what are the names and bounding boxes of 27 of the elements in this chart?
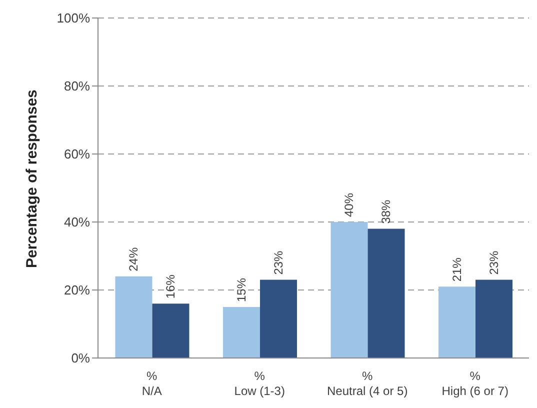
y-tick-label: 100%: [56, 10, 90, 26]
bar: [330, 222, 368, 358]
bar: [260, 280, 297, 358]
y-tick-label: 40%: [64, 214, 90, 230]
data-label: 40%: [342, 192, 356, 217]
y-tick-label: 60%: [64, 146, 90, 162]
data-label: 38%: [379, 199, 394, 224]
data-label: 23%: [486, 250, 501, 275]
x-tick-label: % High (6 or 7): [442, 369, 508, 398]
data-label: 21%: [450, 257, 464, 282]
y-tick-label: 0%: [71, 350, 90, 366]
x-tick-label: % Low (1-3): [234, 369, 285, 398]
y-tick-label: 80%: [64, 78, 90, 94]
bar: [438, 286, 476, 358]
data-label: 15%: [234, 278, 248, 302]
bar: [222, 307, 260, 358]
x-tick-label: % Neutral (4 or 5): [327, 369, 408, 398]
y-tick-label: 20%: [64, 282, 90, 298]
data-label: 23%: [271, 250, 286, 275]
x-tick-label: % N/A: [142, 369, 162, 398]
data-label: 24%: [126, 247, 141, 272]
bar: [115, 276, 152, 358]
bar: [152, 304, 190, 358]
data-label: 16%: [164, 274, 178, 299]
y-axis-title: Percentage of responses: [23, 90, 40, 268]
bar: [475, 280, 512, 358]
bar: [368, 228, 405, 358]
